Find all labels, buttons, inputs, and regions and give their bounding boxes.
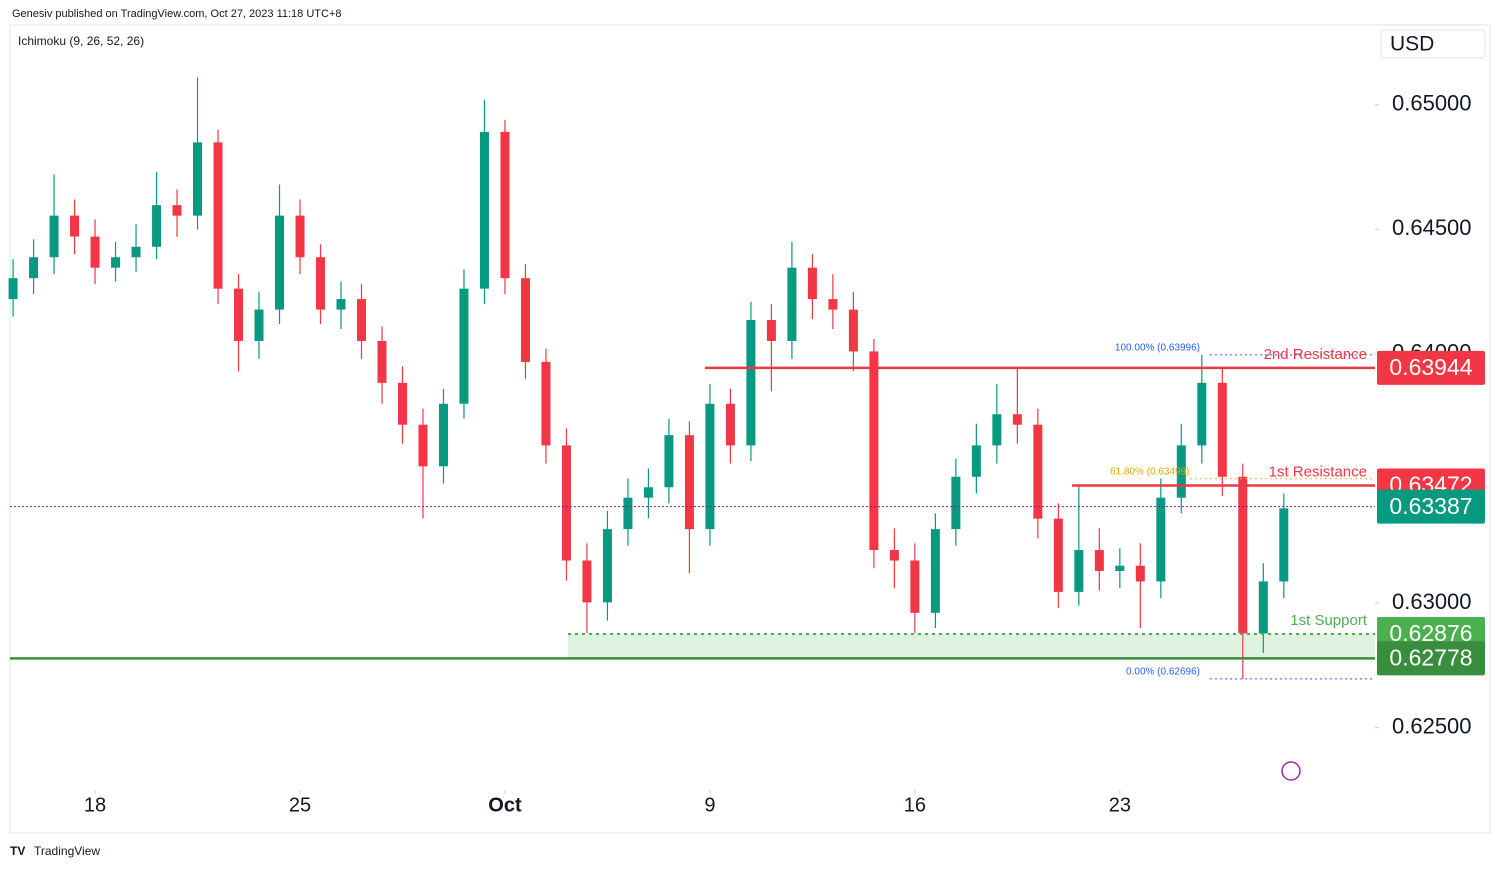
candle-body	[520, 278, 530, 362]
candle-body	[131, 246, 141, 258]
y-tick-label: 0.63000	[1392, 589, 1472, 614]
candle-body	[500, 131, 510, 279]
price-label: 0.62778	[1389, 645, 1472, 671]
candle-body	[541, 361, 551, 446]
candle-body	[828, 299, 838, 310]
support-zone	[568, 634, 1375, 659]
x-tick-label: 9	[704, 794, 715, 816]
candle-body	[1156, 497, 1166, 582]
candle-body	[971, 445, 981, 477]
candle-body	[29, 257, 39, 279]
candle-body	[1197, 382, 1207, 446]
currency-box	[1380, 29, 1486, 59]
candle-body	[254, 309, 264, 341]
candle-body	[746, 320, 756, 446]
candle-body	[602, 529, 612, 603]
y-tick-label: 0.65000	[1392, 91, 1472, 116]
y-tick-label: 0.62500	[1392, 714, 1472, 739]
candle-body	[336, 299, 346, 310]
candle-body	[1217, 382, 1227, 477]
x-tick-label: Oct	[488, 794, 522, 816]
level-name: 2nd Resistance	[1264, 346, 1367, 363]
candle-body	[1258, 581, 1268, 634]
candle-body	[356, 299, 366, 341]
candle-body	[316, 257, 326, 310]
candle-body	[193, 142, 203, 216]
candle-body	[869, 351, 879, 551]
price-label-box	[1377, 350, 1485, 385]
candle-body	[684, 435, 694, 530]
candle-body	[725, 403, 735, 446]
candle-body	[397, 382, 407, 425]
x-tick-label: 25	[289, 794, 311, 816]
candle-body	[787, 267, 797, 341]
candle-body	[438, 403, 448, 467]
fib-label: 100.00% (0.63996)	[1115, 343, 1200, 354]
price-label-box	[1377, 489, 1485, 524]
candle-body	[705, 403, 715, 530]
candle-body	[111, 257, 121, 268]
candle-body	[459, 288, 469, 404]
price-label: 0.63387	[1389, 493, 1472, 519]
candle-body	[951, 476, 961, 530]
candle-body	[295, 215, 305, 258]
candle-body	[8, 278, 18, 300]
fib-label: 0.00% (0.62696)	[1126, 667, 1200, 678]
brand: TradingView	[34, 844, 100, 858]
candle-body	[1033, 424, 1043, 519]
candle-body	[70, 215, 80, 237]
frame	[9, 24, 1491, 834]
candle-body	[90, 236, 100, 268]
candle-body	[582, 560, 592, 603]
candle-body	[377, 340, 387, 383]
indicator-label: Ichimoku (9, 26, 52, 26)	[18, 34, 144, 48]
candle-body	[623, 497, 633, 530]
candle-body	[213, 142, 223, 289]
candle-body	[930, 529, 940, 613]
level-name: 1st Support	[1290, 612, 1368, 629]
candle-body	[992, 414, 1002, 446]
candle-body	[889, 550, 899, 561]
candle-body	[561, 445, 571, 561]
candle-body	[1115, 565, 1125, 571]
candle-body	[1135, 565, 1145, 582]
candle-body	[172, 205, 182, 216]
candle-body	[152, 205, 162, 247]
x-tick-label: 16	[904, 794, 926, 816]
candle-body	[643, 487, 653, 498]
candle-body	[664, 435, 674, 488]
brand-logo: TV	[10, 844, 25, 858]
published-note: Genesiv published on TradingView.com, Oc…	[12, 8, 341, 20]
candle-body	[1238, 476, 1248, 634]
price-label: 0.63944	[1389, 354, 1472, 380]
fib-label: 61.80% (0.63499)	[1110, 466, 1190, 477]
candle-body	[234, 288, 244, 341]
candle-body	[49, 215, 59, 258]
candle-body	[275, 215, 285, 310]
candle-body	[479, 131, 489, 289]
candle-body	[1012, 414, 1022, 425]
x-tick-label: 23	[1109, 794, 1131, 816]
candle-body	[1053, 518, 1063, 592]
candle-body	[848, 309, 858, 352]
candle-body	[910, 560, 920, 613]
x-tick-label: 18	[84, 794, 106, 816]
candle-body	[1279, 508, 1289, 582]
alert-icon	[1281, 761, 1301, 781]
level-name: 1st Resistance	[1269, 463, 1367, 480]
candle-body	[766, 320, 776, 341]
y-tick-label: 0.64500	[1392, 215, 1472, 240]
price-label-box	[1377, 641, 1485, 676]
candle-body	[1094, 550, 1104, 571]
candle-body	[418, 424, 428, 467]
currency: USD	[1390, 33, 1434, 56]
candle-body	[1074, 550, 1084, 592]
candle-body	[1176, 445, 1186, 498]
candle-body	[807, 267, 817, 300]
